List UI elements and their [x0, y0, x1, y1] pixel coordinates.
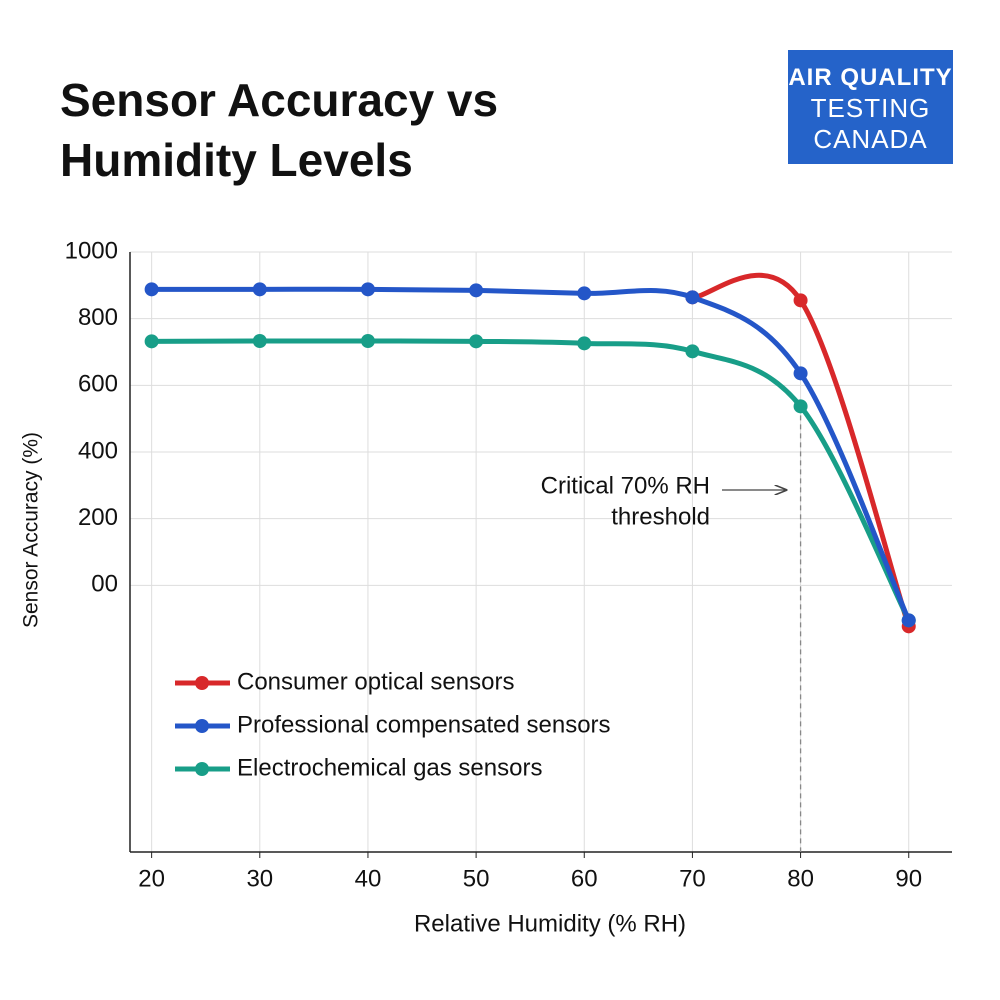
x-axis-label: Relative Humidity (% RH) — [414, 910, 686, 937]
logo-line: AIR QUALITY — [788, 64, 953, 91]
x-tick-label: 40 — [355, 865, 382, 892]
y-tick-label: 00 — [91, 571, 118, 598]
legend-marker — [195, 719, 209, 733]
y-axis-label: Sensor Accuracy (%) — [20, 432, 43, 628]
y-tick-label: 600 — [78, 371, 118, 398]
data-point — [577, 336, 592, 351]
logo: AIR QUALITY TESTING CANADA — [788, 50, 953, 164]
logo-line: TESTING — [810, 93, 931, 123]
data-point — [793, 293, 808, 308]
legend-label: Electrochemical gas sensors — [237, 754, 542, 781]
legend-label: Consumer optical sensors — [237, 668, 514, 695]
data-point — [685, 344, 700, 359]
data-point — [577, 286, 592, 301]
data-point — [469, 334, 484, 349]
legend-label: Professional compensated sensors — [237, 711, 611, 738]
data-point — [360, 334, 375, 348]
data-point — [793, 366, 808, 381]
y-tick-label: 1000 — [65, 237, 118, 264]
x-tick-label: 30 — [246, 865, 273, 892]
y-tick-label: 400 — [78, 437, 118, 464]
data-point — [360, 282, 375, 297]
chart-title: Sensor Accuracy vs Humidity Levels — [60, 74, 499, 186]
data-point — [252, 282, 267, 297]
x-tick-label: 20 — [138, 865, 165, 892]
data-point — [685, 290, 700, 305]
data-point — [252, 334, 267, 348]
legend-marker — [195, 762, 209, 776]
logo-line: CANADA — [813, 124, 928, 154]
x-tick-label: 90 — [895, 865, 922, 892]
data-point — [793, 399, 808, 414]
series-line — [151, 286, 912, 622]
x-tick-label: 70 — [679, 865, 706, 892]
legend-marker — [195, 676, 209, 690]
x-tick-label: 80 — [787, 865, 814, 892]
data-point — [144, 334, 159, 349]
y-tick-label: 800 — [78, 304, 118, 331]
y-tick-label: 200 — [78, 504, 118, 531]
x-tick-label: 50 — [463, 865, 490, 892]
series-line — [692, 272, 912, 628]
data-point — [144, 282, 159, 297]
x-tick-label: 60 — [571, 865, 598, 892]
annotation: Critical 70% RH — [541, 472, 710, 499]
data-point — [901, 613, 916, 628]
annotation: threshold — [611, 503, 710, 530]
series-line — [151, 338, 911, 622]
data-point — [469, 283, 484, 298]
